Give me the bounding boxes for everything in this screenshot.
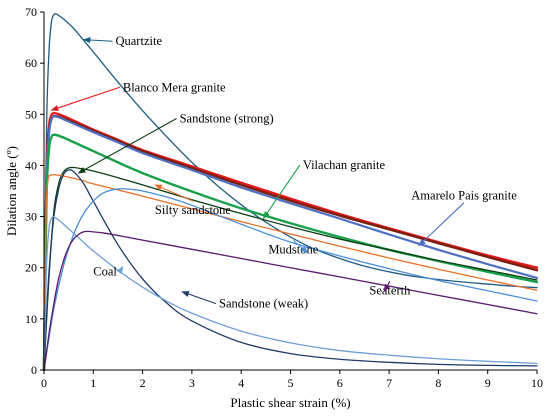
annotation-layer: Quartzite Blanco Mera granite Sandstone (s… [50,34,517,311]
y-tick-label: 20 [25,261,37,275]
y-tick-label: 40 [25,158,37,172]
y-tick-label: 30 [25,210,37,224]
annotation-label-vilachan-granite: Vilachan granite [303,158,386,172]
x-tick-label: 0 [41,376,47,390]
x-tick-label: 3 [189,376,195,390]
x-tick-label: 10 [531,376,543,390]
series-line-sandstone-weak [43,169,538,371]
x-tick-label: 2 [140,376,146,390]
x-tick-label: 9 [485,376,491,390]
x-tick-label: 8 [435,376,441,390]
annotation-mudstone: Mudstone [268,239,319,256]
series-line-mudstone [43,188,538,371]
series-line-quartzite [43,13,538,371]
series-line-amarelo-pais-granite-blue [42,115,539,372]
x-tick-label: 7 [386,376,392,390]
x-tick-label: 5 [288,376,294,390]
annotation-arrow-sandstone-strong [77,117,177,174]
annotation-arrow-vilachan-granite [262,164,301,220]
annotation-blanco-mera-granite: Blanco Mera granite [50,80,226,111]
annotation-label-seaterth: Seaterth [369,283,411,297]
x-tick-label: 4 [238,376,244,390]
annotation-sandstone-strong: Sandstone (strong) [77,111,274,174]
annotation-label-sandstone-strong: Sandstone (strong) [180,111,274,125]
series-line-seaterth [43,230,538,371]
y-tick-label: 50 [25,107,37,121]
annotation-silty-sandstone: Silty sandstone [154,184,231,217]
annotation-arrow-blanco-mera-granite [50,86,121,111]
y-axis-title: Dilation angle (º) [4,146,19,236]
x-tick-label: 1 [90,376,96,390]
y-tick-label: 70 [25,5,37,19]
annotation-coal: Coal [93,264,124,278]
annotation-label-sandstone-weak: Sandstone (weak) [219,297,308,311]
x-axis-title: Plastic shear strain (%) [230,395,350,410]
series-line-coal [43,216,538,371]
ticks-layer: 0 1 2 3 4 5 6 7 8 9 10 0 10 20 30 40 50 60 70 [25,5,543,390]
annotation-label-amarelo-pais-granite: Amarelo Pais granite [411,189,517,203]
annotation-label-blanco-mera-granite: Blanco Mera granite [123,80,226,94]
y-tick-label: 60 [25,56,37,70]
annotation-amarelo-pais-granite: Amarelo Pais granite [411,189,517,247]
annotation-label-coal: Coal [93,264,117,278]
annotation-label-quartzite: Quartzite [115,34,162,48]
annotation-quartzite: Quartzite [82,34,162,48]
annotation-arrow-mudstone [292,239,309,254]
series-layer [42,13,539,372]
annotation-vilachan-granite: Vilachan granite [262,158,386,220]
annotation-seaterth: Seaterth [369,281,411,297]
annotation-arrow-seaterth [383,281,391,292]
annotation-sandstone-weak: Sandstone (weak) [181,291,308,311]
annotation-arrow-sandstone-weak [181,291,217,305]
y-tick-label: 0 [31,363,37,377]
annotation-arrow-amarelo-pais-granite [418,202,465,247]
annotation-label-mudstone: Mudstone [268,242,318,256]
annotation-label-silty-sandstone: Silty sandstone [155,203,231,217]
annotation-arrow-quartzite [82,36,113,44]
annotation-arrow-silty-sandstone [154,184,194,202]
x-tick-label: 6 [337,376,343,390]
y-tick-label: 10 [25,312,37,326]
series-line-silty-sandstone [43,173,538,371]
series-line-sandstone-strong [43,166,538,371]
annotation-arrow-coal [116,266,124,275]
